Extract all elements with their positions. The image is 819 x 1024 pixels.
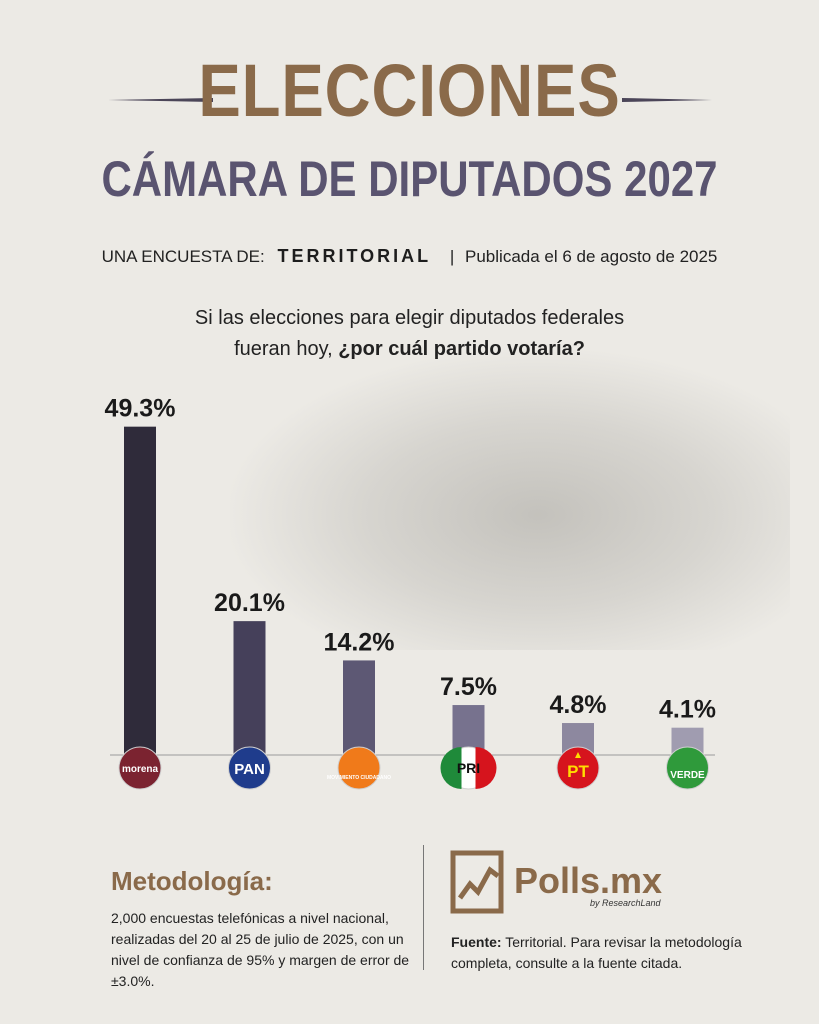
bar-mc	[343, 660, 375, 755]
background-photo	[230, 350, 790, 650]
verde-logo-text: VERDE	[670, 770, 705, 781]
bar-morena	[124, 426, 156, 755]
page-subtitle: CÁMARA DE DIPUTADOS 2027	[101, 151, 718, 207]
pt-logo-icon: PT	[556, 746, 600, 790]
byline-prefix: UNA ENCUESTA DE:	[101, 247, 265, 266]
source-note: Fuente: Territorial. Para revisar la met…	[451, 932, 751, 974]
bar-value-label: 7.5%	[440, 673, 497, 701]
morena-logo-text: morena	[122, 764, 159, 775]
morena-logo-icon: morena	[118, 746, 162, 790]
mc-logo-icon: MOVIMIENTO CIUDADANO	[327, 746, 391, 790]
territorial-logo: TERRITORIAL	[277, 246, 432, 266]
survey-question: Si las elecciones para elegir diputados …	[0, 303, 819, 365]
bar-value-label: 49.3%	[105, 395, 176, 423]
polls-mx-logo-icon	[450, 850, 504, 914]
question-line1: Si las elecciones para elegir diputados …	[194, 307, 625, 329]
title-rule-left	[108, 98, 213, 102]
source-label: Fuente:	[451, 934, 502, 950]
pan-logo-icon: PAN	[228, 746, 271, 790]
methodology-body: 2,000 encuestas telefónicas a nivel naci…	[111, 910, 410, 989]
byline: UNA ENCUESTA DE: TERRITORIAL | Publicada…	[0, 246, 819, 267]
page-title: ELECCIONES	[198, 49, 621, 132]
bar-value-label: 4.1%	[659, 696, 716, 724]
mc-logo-text: MOVIMIENTO CIUDADANO	[327, 775, 391, 781]
bar-pan	[233, 621, 266, 755]
pan-logo-text: PAN	[234, 761, 265, 778]
bar-value-label: 20.1%	[214, 589, 285, 617]
verde-logo-icon: VERDE	[666, 746, 709, 790]
source-text: Territorial. Para revisar la metodología…	[451, 934, 742, 971]
bar-value-label: 4.8%	[550, 691, 607, 719]
pri-logo-text: PRI	[457, 760, 480, 776]
methodology-title: Metodología:	[111, 866, 273, 896]
byline-published: Publicada el 6 de agosto de 2025	[465, 247, 718, 266]
title-rule-right	[622, 98, 712, 102]
polls-mx-subbrand: by ResearchLand	[590, 898, 661, 908]
polls-mx-brand: Polls.mx	[514, 860, 663, 901]
footer-divider	[423, 845, 424, 970]
bar-chart: 49.3% morena 20.1% PAN 14.2% MOVIMIENTO CIUDA…	[105, 395, 716, 790]
pri-logo-icon: PRI	[440, 746, 497, 790]
question-line2-plain: fueran hoy,	[234, 338, 333, 360]
pt-logo-text: PT	[567, 762, 589, 781]
byline-separator: |	[449, 247, 455, 266]
question-line2-bold: ¿por cuál partido votaría?	[338, 338, 585, 360]
bar-value-label: 14.2%	[324, 628, 395, 656]
